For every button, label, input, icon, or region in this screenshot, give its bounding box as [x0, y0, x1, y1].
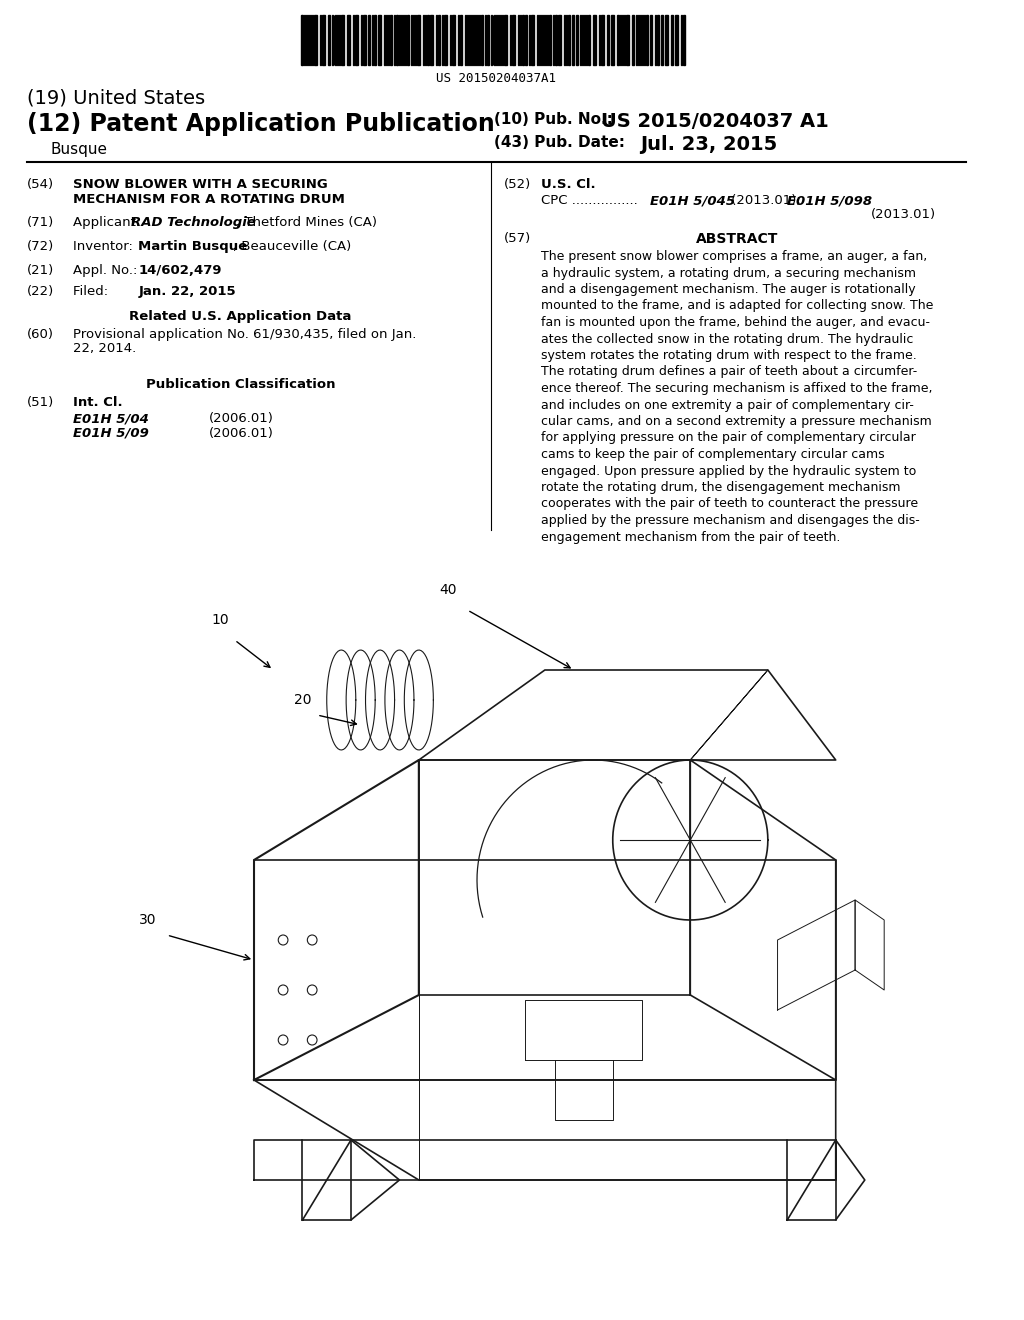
- Text: US 20150204037A1: US 20150204037A1: [436, 73, 556, 84]
- Text: (60): (60): [28, 327, 54, 341]
- Bar: [657, 15, 659, 65]
- Text: E01H 5/045: E01H 5/045: [649, 194, 734, 207]
- Text: E01H 5/04: E01H 5/04: [73, 412, 148, 425]
- Text: (2013.01): (2013.01): [870, 209, 936, 220]
- Text: Jan. 22, 2015: Jan. 22, 2015: [138, 285, 237, 298]
- Text: 10: 10: [211, 612, 229, 627]
- Bar: [369, 15, 371, 65]
- Text: (54): (54): [28, 178, 54, 191]
- Text: Provisional application No. 61/930,435, filed on Jan.: Provisional application No. 61/930,435, …: [73, 327, 416, 341]
- Bar: [572, 15, 573, 65]
- Bar: [610, 15, 613, 65]
- Text: Publication Classification: Publication Classification: [145, 378, 335, 391]
- Text: Related U.S. Application Data: Related U.S. Application Data: [129, 310, 351, 323]
- Bar: [314, 15, 317, 65]
- Bar: [512, 15, 515, 65]
- Bar: [374, 15, 376, 65]
- Bar: [601, 15, 604, 65]
- Bar: [347, 15, 350, 65]
- Text: (2013.01);: (2013.01);: [727, 194, 805, 207]
- Bar: [408, 15, 410, 65]
- Text: Appl. No.:: Appl. No.:: [73, 264, 145, 277]
- Bar: [504, 15, 507, 65]
- Text: Int. Cl.: Int. Cl.: [73, 396, 122, 409]
- Text: (22): (22): [28, 285, 54, 298]
- Text: 30: 30: [138, 913, 156, 927]
- Text: US 2015/0204037 A1: US 2015/0204037 A1: [601, 112, 828, 131]
- Bar: [481, 15, 482, 65]
- Text: (10) Pub. No.:: (10) Pub. No.:: [495, 112, 613, 127]
- Text: (21): (21): [28, 264, 54, 277]
- Text: CPC ................: CPC ................: [541, 194, 642, 207]
- Text: Jul. 23, 2015: Jul. 23, 2015: [640, 135, 777, 154]
- Bar: [575, 15, 578, 65]
- Text: Filed:: Filed:: [73, 285, 146, 298]
- Bar: [665, 15, 668, 65]
- Text: , Beauceville (CA): , Beauceville (CA): [232, 240, 351, 253]
- Text: E01H 5/09: E01H 5/09: [73, 426, 148, 440]
- Text: (72): (72): [28, 240, 54, 253]
- Bar: [593, 15, 596, 65]
- Bar: [662, 15, 664, 65]
- Bar: [452, 15, 455, 65]
- Bar: [671, 15, 673, 65]
- Text: E01H 5/098: E01H 5/098: [787, 194, 872, 207]
- Text: , Thetford Mines (CA): , Thetford Mines (CA): [236, 216, 377, 228]
- Bar: [322, 15, 325, 65]
- Bar: [378, 15, 381, 65]
- Text: 20: 20: [294, 693, 311, 708]
- Text: (57): (57): [504, 232, 531, 246]
- Text: (19) United States: (19) United States: [28, 88, 205, 107]
- Text: Inventor:: Inventor:: [73, 240, 145, 253]
- Bar: [683, 15, 685, 65]
- Bar: [444, 15, 446, 65]
- Text: U.S. Cl.: U.S. Cl.: [541, 178, 596, 191]
- Text: SNOW BLOWER WITH A SECURING: SNOW BLOWER WITH A SECURING: [73, 178, 328, 191]
- Text: Busque: Busque: [50, 143, 108, 157]
- Bar: [438, 15, 440, 65]
- Text: (52): (52): [504, 178, 531, 191]
- Bar: [328, 15, 330, 65]
- Bar: [632, 15, 634, 65]
- Bar: [649, 15, 652, 65]
- Bar: [417, 15, 420, 65]
- Text: MECHANISM FOR A ROTATING DRUM: MECHANISM FOR A ROTATING DRUM: [73, 193, 345, 206]
- Text: (12) Patent Application Publication: (12) Patent Application Publication: [28, 112, 495, 136]
- Text: ABSTRACT: ABSTRACT: [695, 232, 778, 246]
- Text: (2006.01): (2006.01): [209, 426, 273, 440]
- Bar: [430, 15, 433, 65]
- Text: Martin Busque: Martin Busque: [137, 240, 247, 253]
- Bar: [627, 15, 629, 65]
- Text: The present snow blower comprises a frame, an auger, a fan,
a hydraulic system, : The present snow blower comprises a fram…: [541, 249, 933, 544]
- Bar: [558, 15, 561, 65]
- Bar: [588, 15, 591, 65]
- Bar: [531, 15, 535, 65]
- Bar: [427, 15, 428, 65]
- Bar: [390, 15, 392, 65]
- Text: 22, 2014.: 22, 2014.: [73, 342, 136, 355]
- Bar: [521, 15, 523, 65]
- Text: (51): (51): [28, 396, 54, 409]
- Bar: [486, 15, 488, 65]
- Bar: [362, 15, 366, 65]
- Bar: [355, 15, 357, 65]
- Bar: [549, 15, 551, 65]
- Bar: [568, 15, 570, 65]
- Bar: [607, 15, 609, 65]
- Text: Applicant:: Applicant:: [73, 216, 144, 228]
- Bar: [616, 15, 618, 65]
- Bar: [646, 15, 647, 65]
- Text: (2006.01): (2006.01): [209, 412, 273, 425]
- Text: RAD Technologie: RAD Technologie: [131, 216, 256, 228]
- Bar: [675, 15, 678, 65]
- Bar: [525, 15, 527, 65]
- Bar: [460, 15, 463, 65]
- Bar: [341, 15, 344, 65]
- Text: 40: 40: [439, 583, 457, 597]
- Text: (43) Pub. Date:: (43) Pub. Date:: [495, 135, 626, 150]
- Text: 14/602,479: 14/602,479: [138, 264, 222, 277]
- Text: (71): (71): [28, 216, 54, 228]
